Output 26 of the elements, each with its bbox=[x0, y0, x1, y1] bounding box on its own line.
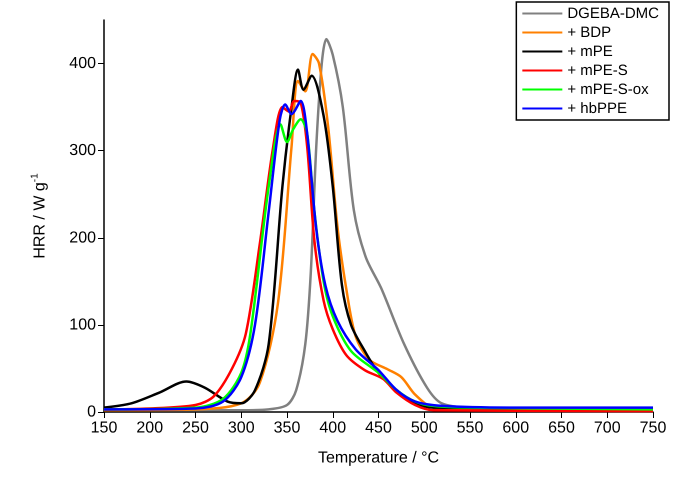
legend-label: + BDP bbox=[567, 24, 612, 41]
x-tick-label: 150 bbox=[90, 420, 118, 436]
x-tick-label: 500 bbox=[410, 420, 438, 436]
y-tick-label: 100 bbox=[69, 316, 96, 334]
y-tick-label: 400 bbox=[69, 55, 96, 72]
x-tick-label: 550 bbox=[456, 420, 484, 436]
legend-label: + mPE bbox=[567, 43, 613, 60]
x-tick-label: 750 bbox=[640, 420, 666, 436]
legend-label: + mPE-S-ox bbox=[567, 81, 650, 98]
legend-label: + hbPPE bbox=[567, 100, 627, 117]
x-tick-label: 400 bbox=[319, 420, 346, 436]
x-tick-label: 450 bbox=[365, 420, 392, 436]
y-axis-title: HRR / W g-1 bbox=[30, 172, 48, 259]
legend-label: + mPE-S bbox=[567, 62, 628, 79]
x-tick-label: 250 bbox=[182, 420, 209, 436]
y-tick-label: 300 bbox=[69, 142, 96, 160]
x-tick-label: 650 bbox=[548, 420, 575, 436]
x-axis-title: Temperature / °C bbox=[318, 450, 440, 466]
x-tick-label: 600 bbox=[502, 420, 530, 436]
y-tick-label: 0 bbox=[87, 404, 96, 420]
x-tick-label: 300 bbox=[228, 420, 255, 436]
legend-label: DGEBA-DMC bbox=[567, 5, 660, 22]
x-tick-label: 700 bbox=[594, 420, 621, 436]
x-tick-label: 200 bbox=[136, 420, 164, 436]
x-tick-label: 350 bbox=[274, 420, 300, 436]
y-tick-label: 200 bbox=[69, 229, 96, 246]
